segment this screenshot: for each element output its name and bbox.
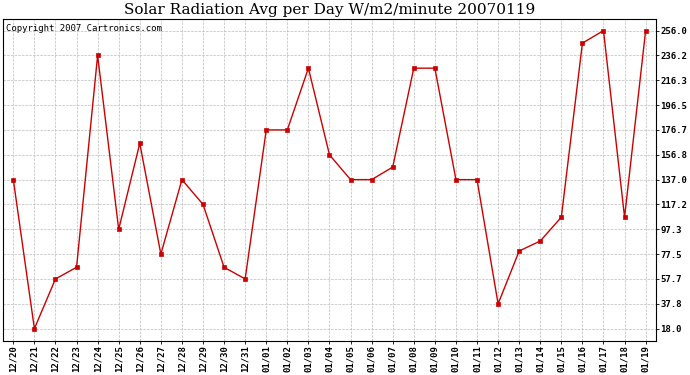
Title: Solar Radiation Avg per Day W/m2/minute 20070119: Solar Radiation Avg per Day W/m2/minute … [124, 3, 535, 17]
Text: Copyright 2007 Cartronics.com: Copyright 2007 Cartronics.com [6, 24, 162, 33]
